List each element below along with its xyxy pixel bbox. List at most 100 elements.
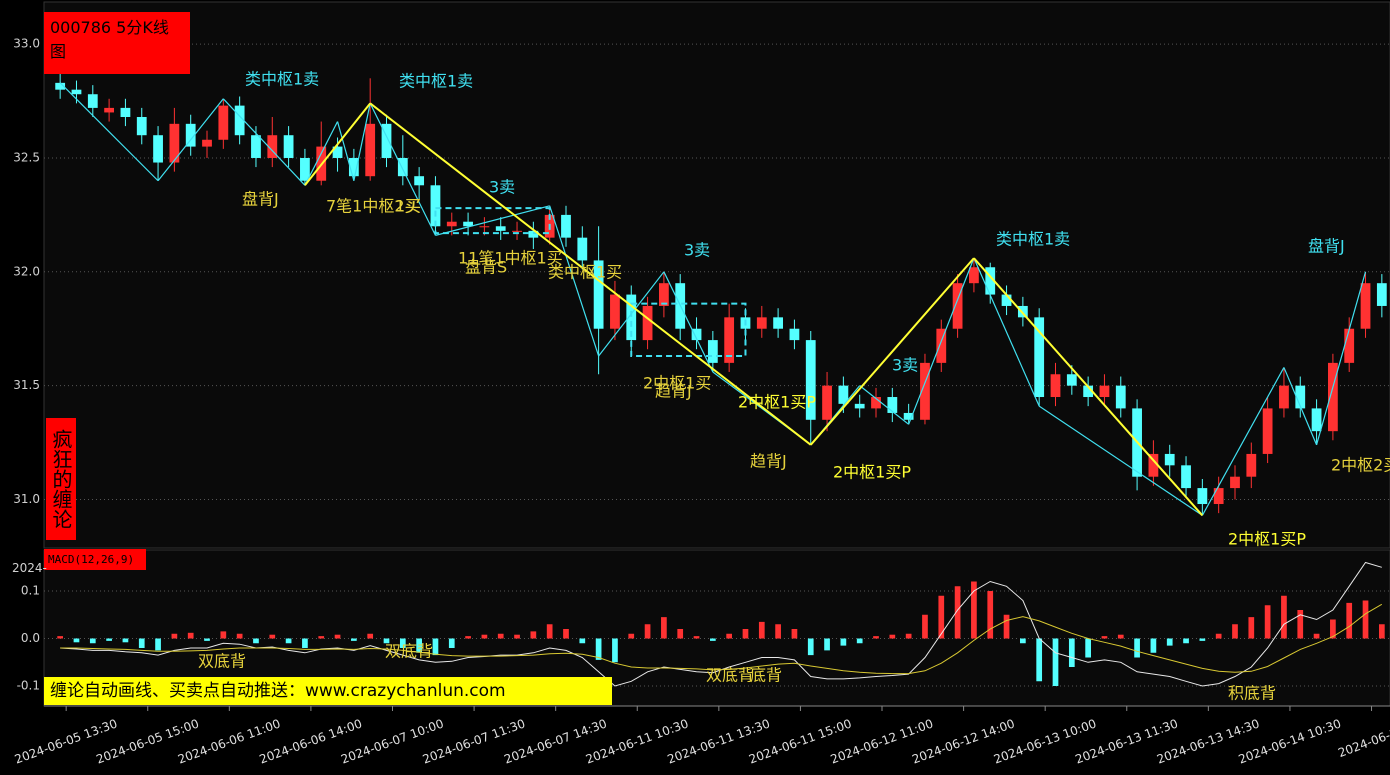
stroke-line (1038, 405, 1203, 516)
candle-body (805, 340, 816, 420)
stroke-line (1201, 367, 1285, 516)
candle-body (234, 105, 245, 136)
candle-body (71, 89, 82, 95)
candle-body (1034, 317, 1045, 398)
stroke-line (435, 205, 550, 236)
candle-body (871, 397, 881, 409)
stroke-line (59, 82, 159, 182)
annotation: 3卖 (892, 356, 918, 375)
stroke-line (809, 257, 975, 446)
annotation: 盘背J (242, 190, 279, 209)
candle-body (1376, 283, 1387, 306)
candle-body (495, 226, 506, 231)
candle-body (1050, 374, 1061, 398)
y-tick-label: 33.0 (13, 37, 40, 51)
candle-body (1099, 385, 1110, 398)
candle-body (707, 340, 718, 363)
annotation: 盘背J (1308, 237, 1345, 256)
candle-body (903, 412, 914, 420)
candle-body (1295, 385, 1306, 409)
annotation: 3卖 (684, 241, 710, 260)
stroke-line (369, 103, 436, 236)
annotation: 类中枢1卖 (245, 70, 319, 89)
candle-body (920, 362, 930, 420)
annotation: 2中枢1买P (833, 463, 911, 482)
candle-body (1148, 453, 1159, 477)
candle-body (969, 267, 979, 284)
annotation: 2中枢1买 (643, 374, 711, 393)
candle-body (952, 283, 963, 329)
annotation: 7笔1中枢2买 (326, 197, 421, 216)
candle-body (365, 123, 376, 177)
candle-body (446, 221, 457, 227)
stroke-line (222, 98, 306, 186)
candle-body (822, 385, 832, 420)
candle-body (1115, 385, 1126, 409)
candle-body (300, 157, 310, 181)
candle-body (463, 221, 473, 227)
candle-body (626, 294, 637, 341)
candle-body (854, 403, 865, 409)
candle-body (381, 123, 392, 158)
macd-title: MACD(12,26,9) (44, 549, 146, 570)
candle-body (202, 139, 212, 147)
annotation: 盘背S (465, 258, 507, 277)
macd-line (60, 603, 1383, 675)
stroke-line (663, 271, 714, 373)
candle-body (985, 267, 996, 295)
stroke-line (859, 385, 910, 425)
candle-body (479, 226, 490, 228)
annotation: 类中枢1卖 (399, 72, 473, 91)
candle-body (838, 385, 849, 404)
pivot-box (630, 302, 747, 358)
banner: 缠论自动画线、买卖点自动推送：www.crazychanlun.com (44, 677, 612, 705)
candle-body (136, 117, 147, 136)
candle-body (283, 135, 294, 158)
stroke-line (157, 98, 224, 182)
y-tick-label: 31.5 (13, 378, 40, 392)
annotation: 底背 (750, 666, 782, 685)
candle-body (936, 328, 947, 363)
candle-body (1344, 328, 1355, 363)
candle-body (642, 305, 653, 341)
y-tick-label: -0.1 (17, 679, 40, 693)
y-tick-label: 0.1 (21, 584, 40, 598)
candle-body (153, 135, 163, 163)
stroke-line (598, 271, 665, 357)
annotation: 趋背J (750, 452, 787, 471)
candle-body (55, 82, 66, 90)
stroke-line (549, 205, 600, 357)
annotation: 2中枢1买P (738, 393, 816, 412)
y-tick-label: 31.0 (13, 492, 40, 506)
annotation: 类中枢1买 (548, 263, 622, 282)
annotation: 积底背 (1228, 684, 1276, 703)
candle-body (267, 135, 278, 158)
candle-body (414, 176, 425, 186)
annotation: 2中枢1买P (1228, 530, 1306, 549)
annotation: 类中枢1卖 (996, 230, 1070, 249)
candle-body (1001, 294, 1012, 306)
candle-body (887, 397, 898, 413)
candle-body (756, 317, 767, 329)
annotation: 3卖 (489, 178, 515, 197)
annotation: 双底背 (198, 652, 246, 671)
annotation: 11笔1中枢1买 (458, 249, 563, 268)
candle-body (1181, 465, 1191, 489)
stroke-line (973, 257, 1204, 517)
chart-title: 000786 5分K线图 (44, 12, 190, 74)
candle-body (348, 157, 359, 177)
side-label: 疯狂的缠论 (46, 418, 76, 540)
candle-body (1230, 476, 1240, 489)
candle-body (577, 237, 588, 261)
stroke-line (353, 103, 371, 181)
candle-body (251, 135, 261, 158)
candle-body (332, 146, 343, 158)
candle-body (561, 214, 571, 238)
annotation: 双底背 (385, 642, 433, 661)
candle-body (789, 328, 800, 341)
candle-body (1017, 305, 1028, 318)
candle-body (1311, 408, 1322, 432)
candle-body (1213, 488, 1224, 505)
annotation: 趋背J (655, 382, 692, 401)
